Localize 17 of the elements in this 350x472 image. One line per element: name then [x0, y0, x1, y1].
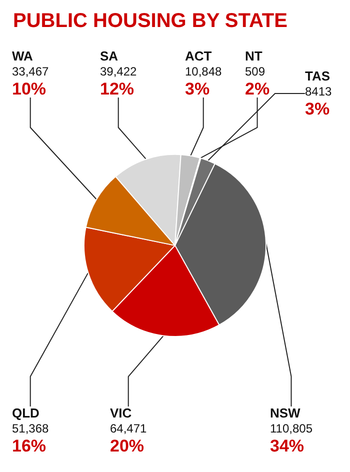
data-label: 64,471 20%	[110, 422, 148, 456]
slice-label: TAS	[305, 68, 330, 84]
data-label: 110,805 34%	[270, 422, 313, 456]
slice-label: SA	[100, 48, 119, 64]
data-label: 8413 3%	[305, 84, 332, 118]
slice-label: NT	[245, 48, 262, 64]
slice-label: NSW	[270, 406, 302, 420]
data-label: 10,848 3%	[185, 64, 222, 98]
data-label: 39,422 12%	[100, 64, 138, 98]
slice-label: QLD	[12, 406, 40, 420]
data-label: 509 2%	[245, 64, 270, 98]
slice-label: ACT	[185, 48, 212, 64]
data-label: 51,368 16%	[12, 422, 50, 456]
data-label: 33,467 10%	[12, 64, 50, 98]
chart-title: PUBLIC HOUSING BY STATE	[13, 10, 288, 32]
slice-label: WA	[12, 48, 34, 64]
slice-label: VIC	[110, 406, 132, 420]
